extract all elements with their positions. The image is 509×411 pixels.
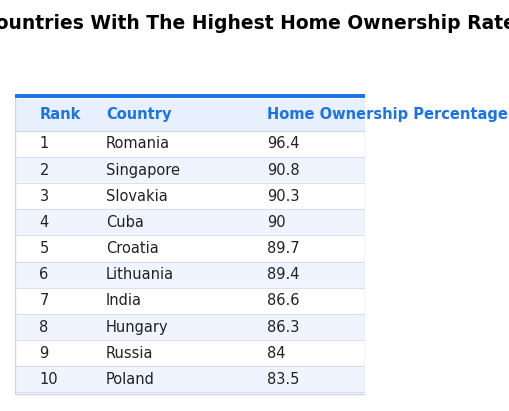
Bar — [15, 340, 364, 366]
Text: Slovakia: Slovakia — [106, 189, 167, 204]
Text: Lithuania: Lithuania — [106, 267, 174, 282]
Text: 1: 1 — [39, 136, 49, 151]
Bar — [15, 157, 364, 183]
Text: 10: 10 — [39, 372, 58, 387]
Text: 96.4: 96.4 — [266, 136, 299, 151]
Bar — [15, 366, 364, 393]
Text: 86.3: 86.3 — [266, 319, 299, 335]
Text: Country: Country — [106, 107, 171, 122]
Bar — [15, 183, 364, 209]
Bar — [15, 131, 364, 157]
Text: 86.6: 86.6 — [266, 293, 299, 308]
Bar — [15, 209, 364, 236]
Text: Romania: Romania — [106, 136, 169, 151]
Text: Countries With The Highest Home Ownership Rates: Countries With The Highest Home Ownershi… — [0, 14, 509, 33]
Text: 90: 90 — [266, 215, 285, 230]
Bar — [15, 314, 364, 340]
Text: 4: 4 — [39, 215, 49, 230]
Bar — [15, 99, 364, 131]
Bar — [15, 96, 364, 394]
Text: 6: 6 — [39, 267, 49, 282]
Bar — [15, 288, 364, 314]
Text: 2: 2 — [39, 162, 49, 178]
Text: 89.4: 89.4 — [266, 267, 299, 282]
Text: 89.7: 89.7 — [266, 241, 299, 256]
Text: 7: 7 — [39, 293, 49, 308]
Text: 90.8: 90.8 — [266, 162, 299, 178]
Text: 84: 84 — [266, 346, 285, 361]
Bar — [15, 262, 364, 288]
Text: 5: 5 — [39, 241, 49, 256]
Text: Cuba: Cuba — [106, 215, 144, 230]
Text: 90.3: 90.3 — [266, 189, 299, 204]
Text: 9: 9 — [39, 346, 49, 361]
Text: Singapore: Singapore — [106, 162, 180, 178]
Text: 3: 3 — [39, 189, 48, 204]
Text: 83.5: 83.5 — [266, 372, 299, 387]
Text: 8: 8 — [39, 319, 49, 335]
Text: Croatia: Croatia — [106, 241, 158, 256]
Text: Poland: Poland — [106, 372, 155, 387]
Text: Rank: Rank — [39, 107, 81, 122]
Text: India: India — [106, 293, 142, 308]
Text: Home Ownership Percentage: Home Ownership Percentage — [266, 107, 507, 122]
Bar — [15, 236, 364, 262]
Text: Russia: Russia — [106, 346, 153, 361]
Text: Hungary: Hungary — [106, 319, 168, 335]
